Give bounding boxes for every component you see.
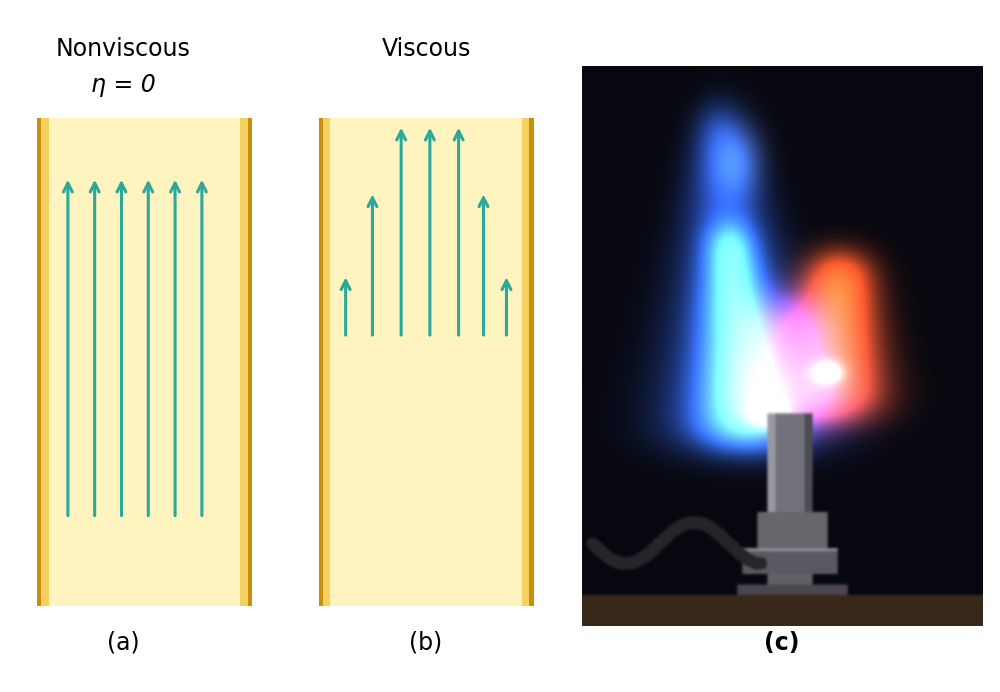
Bar bbox=[319, 118, 534, 606]
Text: Viscous: Viscous bbox=[381, 37, 471, 61]
Bar bbox=[37, 118, 252, 606]
Bar bbox=[323, 118, 330, 606]
Bar bbox=[248, 118, 252, 606]
Text: (c): (c) bbox=[764, 631, 799, 655]
Bar bbox=[240, 118, 248, 606]
Text: η = 0: η = 0 bbox=[91, 73, 155, 97]
Bar bbox=[37, 118, 41, 606]
Bar bbox=[41, 118, 49, 606]
Bar bbox=[522, 118, 529, 606]
Text: Nonviscous: Nonviscous bbox=[55, 37, 190, 61]
Bar bbox=[319, 118, 323, 606]
Bar bbox=[529, 118, 534, 606]
Text: (b): (b) bbox=[409, 631, 443, 655]
Text: (a): (a) bbox=[107, 631, 139, 655]
